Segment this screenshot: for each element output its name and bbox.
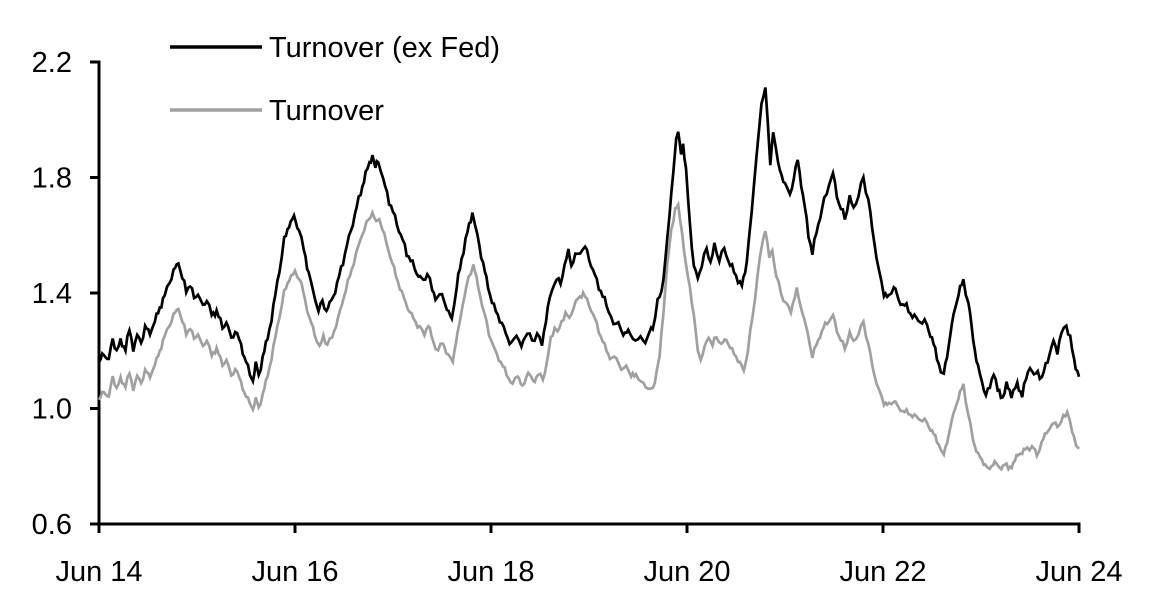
y-axis-tick-label: 0.6 xyxy=(32,509,72,541)
legend: Turnover (ex Fed) Turnover xyxy=(170,32,500,127)
legend-label-turnover-ex-fed: Turnover (ex Fed) xyxy=(269,32,500,64)
x-axis-tick-label: Jun 24 xyxy=(1035,556,1122,588)
x-axis-tick-label: Jun 22 xyxy=(839,556,926,588)
y-axis-tick-label: 1.0 xyxy=(32,394,72,426)
y-axis-tick-label: 2.2 xyxy=(32,47,72,79)
y-axis-ticks: 2.2 1.8 1.4 1.0 0.6 xyxy=(32,47,99,541)
turnover-line xyxy=(97,200,1081,473)
turnover-ex-fed-line xyxy=(97,87,1081,400)
x-axis-tick-label: Jun 20 xyxy=(643,556,730,588)
y-axis-tick-label: 1.4 xyxy=(32,278,72,310)
legend-label-turnover: Turnover xyxy=(269,95,384,127)
x-axis-tick-label: Jun 18 xyxy=(447,556,534,588)
y-axis-tick-label: 1.8 xyxy=(32,163,72,195)
x-axis-tick-label: Jun 16 xyxy=(251,556,338,588)
x-axis-ticks: Jun 14 Jun 16 Jun 18 Jun 20 Jun 22 Jun 24 xyxy=(55,524,1123,588)
x-axis-tick-label: Jun 14 xyxy=(55,556,142,588)
